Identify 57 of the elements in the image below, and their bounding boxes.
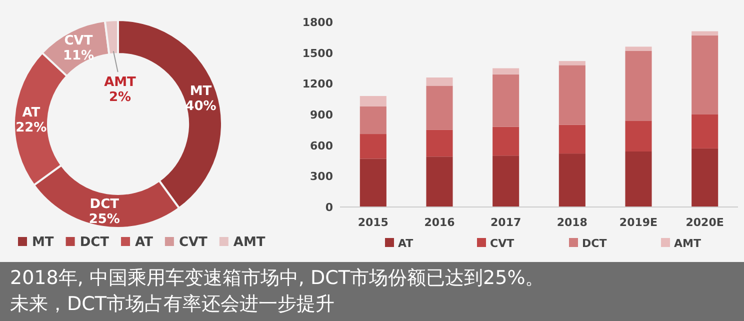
bar — [360, 134, 386, 159]
legend-label: AT — [135, 235, 154, 250]
text: 未来，DCT市场占有率还会进一步提升 — [10, 293, 335, 315]
slice-label: DCT — [90, 196, 120, 212]
bar — [360, 158, 386, 207]
slice-label: AT — [22, 106, 40, 121]
x-tick-label: 2017 — [490, 216, 522, 229]
bar — [492, 68, 520, 74]
bar — [492, 74, 520, 127]
x-tick-label: 2016 — [424, 216, 456, 229]
legend-label: MT — [32, 235, 54, 250]
bar — [426, 130, 453, 157]
y-tick-label: 1200 — [302, 78, 334, 91]
y-tick-label: 1500 — [302, 46, 334, 60]
bar — [692, 31, 718, 36]
bar — [360, 96, 386, 106]
x-tick-label: 2019E — [619, 216, 658, 229]
data-label: 2% — [108, 90, 132, 105]
bar — [692, 114, 718, 148]
bar — [426, 156, 453, 207]
bar — [558, 154, 586, 207]
slice-label: AMT — [104, 75, 136, 90]
bar — [692, 35, 718, 114]
slice-label: CVT — [64, 33, 93, 48]
bar — [558, 65, 586, 125]
x-tick-label: 2018 — [556, 216, 588, 229]
y-tick-label: 300 — [310, 170, 334, 184]
legend-label: CVT — [178, 235, 208, 250]
x-tick-label: 2020E — [686, 216, 724, 229]
y-tick-label: 1800 — [302, 16, 334, 29]
data-label: 11% — [62, 48, 94, 64]
bar — [558, 124, 586, 154]
bar — [426, 78, 453, 86]
bar — [426, 86, 453, 130]
bar — [558, 61, 586, 66]
bar — [625, 152, 652, 207]
y-tick-label: 900 — [310, 108, 334, 122]
slice-label: MT — [190, 84, 212, 100]
y-tick-label: 0 — [325, 201, 334, 214]
legend-label: AT — [398, 237, 414, 250]
y-tick-label: 600 — [310, 139, 334, 152]
text: 2018年, 中国乘用车变速箱市场中, DCT市场份额已达到25%。 — [10, 267, 544, 289]
legend-label: DCT — [582, 237, 608, 250]
bar — [492, 156, 520, 207]
legend-label: AMT — [233, 235, 266, 250]
x-tick-label: 2015 — [358, 216, 388, 229]
legend-label: AMT — [674, 237, 702, 250]
data-label: 25% — [88, 212, 120, 227]
data-label: 22% — [16, 120, 47, 136]
bar — [625, 120, 652, 152]
bar — [492, 126, 520, 156]
bar — [692, 148, 718, 207]
legend-label: CVT — [490, 237, 515, 250]
bar — [625, 50, 652, 121]
bar — [625, 46, 652, 51]
bar — [360, 106, 386, 134]
legend-label: DCT — [80, 235, 110, 250]
